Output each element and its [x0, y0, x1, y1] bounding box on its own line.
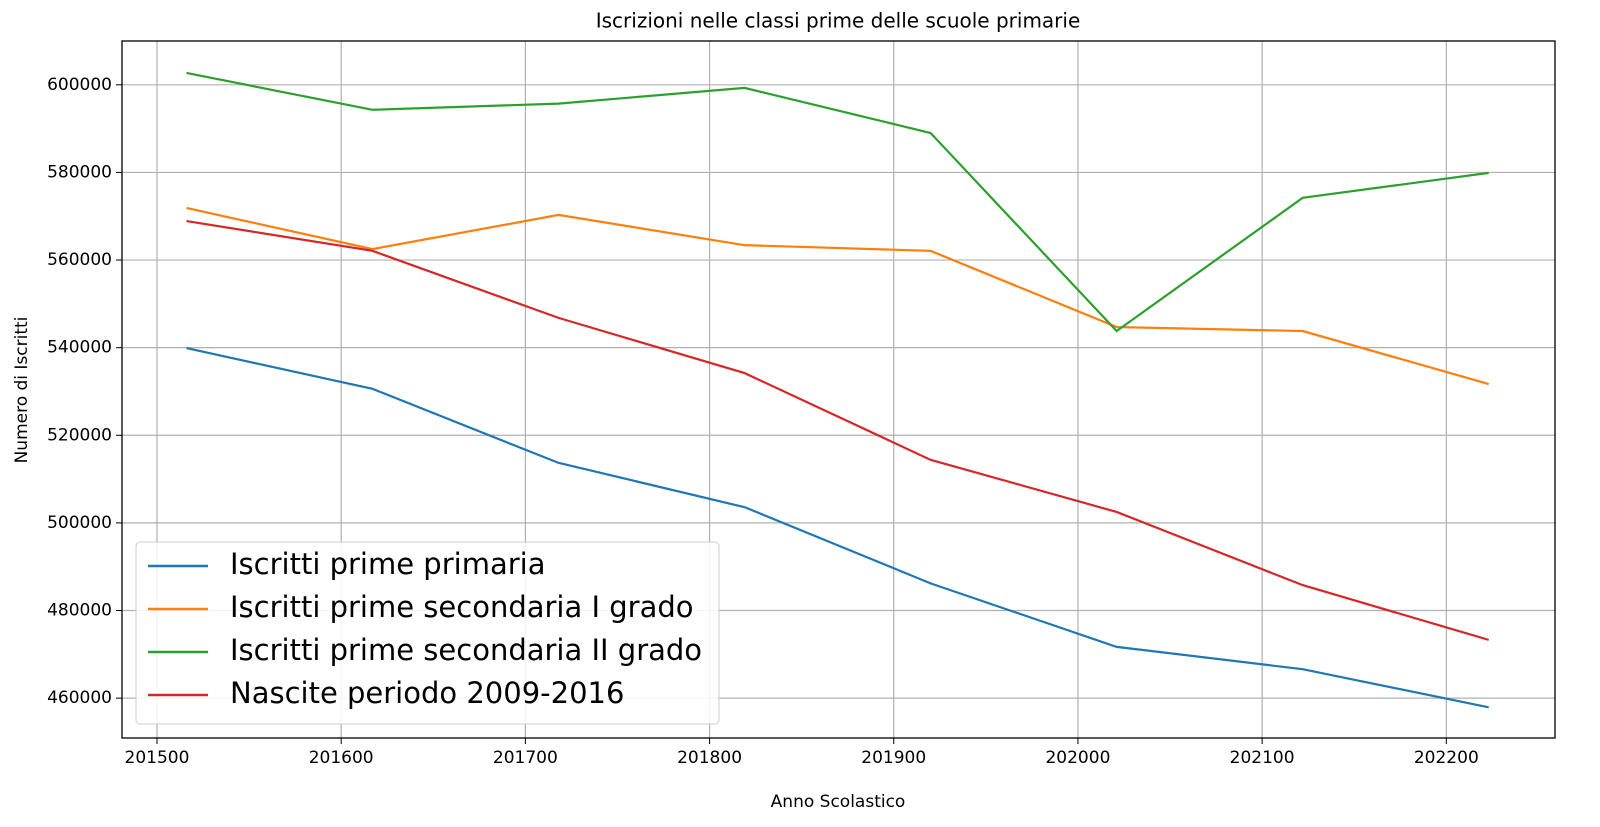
chart-title: Iscrizioni nelle classi prime delle scuo…: [596, 9, 1081, 33]
x-tick-label: 201600: [309, 748, 374, 768]
series-line: [186, 206, 1489, 386]
x-tick-label: 201500: [125, 748, 190, 768]
legend-label: Iscritti prime secondaria II grado: [230, 633, 702, 667]
series-line: [186, 219, 1490, 641]
legend-label: Nascite periodo 2009-2016: [230, 676, 624, 710]
y-tick-label: 580000: [47, 162, 112, 182]
legend-label: Iscritti prime secondaria I grado: [230, 590, 694, 624]
y-tick-label: 540000: [47, 338, 112, 358]
y-tick-label: 560000: [47, 250, 112, 270]
legend-label: Iscritti prime primaria: [230, 547, 545, 581]
x-tick-label: 201800: [677, 748, 742, 768]
series-line: [186, 347, 1489, 709]
series-line: [186, 71, 1489, 333]
x-tick-label: 201900: [861, 748, 926, 768]
y-tick-label: 520000: [47, 425, 112, 445]
x-axis-label: Anno Scolastico: [771, 792, 906, 812]
y-tick-label: 460000: [47, 688, 112, 708]
y-tick-label: 600000: [47, 75, 112, 95]
x-tick-label: 202100: [1230, 748, 1295, 768]
y-axis-label: Numero di Iscritti: [12, 317, 32, 464]
y-tick-label: 500000: [47, 513, 112, 533]
plot-frame: [121, 40, 1556, 739]
x-tick-label: 202200: [1414, 748, 1479, 768]
x-tick-label: 202000: [1045, 748, 1110, 768]
x-tick-label: 201700: [493, 748, 558, 768]
legend-box: [135, 541, 720, 725]
y-tick-label: 480000: [47, 601, 112, 621]
legend: Iscritti prime primaria Iscritti prime se…: [135, 541, 720, 725]
